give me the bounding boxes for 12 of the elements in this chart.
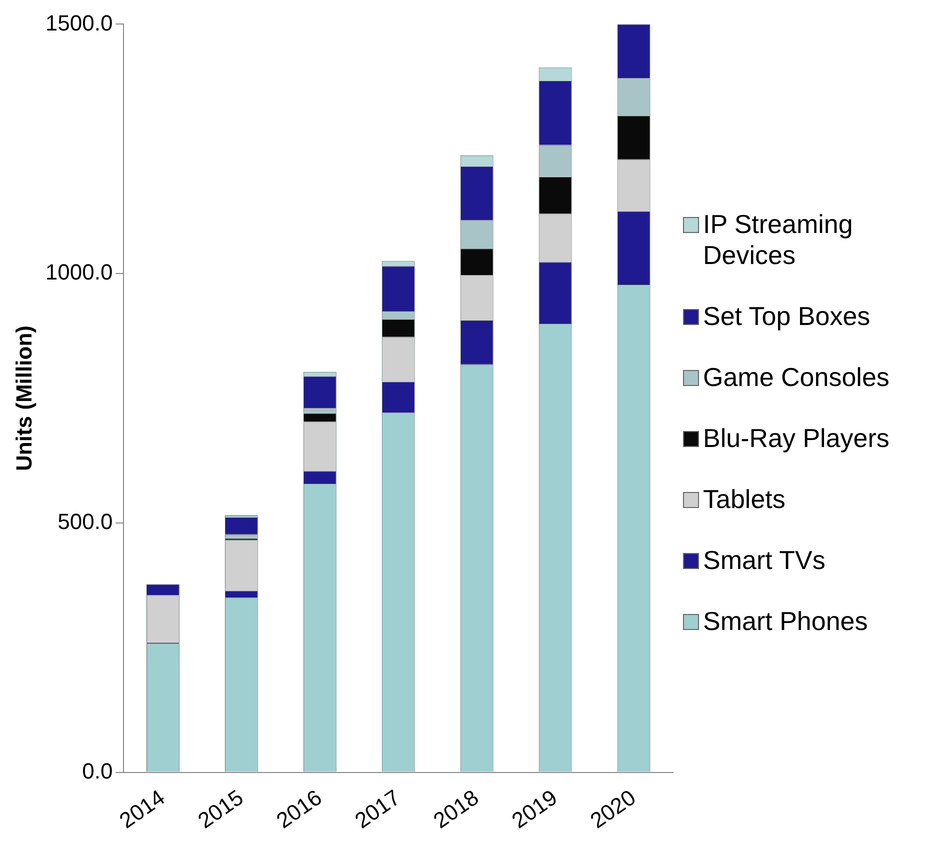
- legend-label: Game Consoles: [703, 362, 890, 393]
- y-tick-label: 0.0: [82, 758, 113, 784]
- legend-label: Smart TVs: [703, 545, 826, 576]
- legend-label: Tablets: [703, 484, 786, 515]
- legend-label: IP Streaming Devices: [703, 209, 854, 271]
- legend-label: Blu-Ray Players: [703, 423, 890, 454]
- y-tick-label: 1500.0: [45, 10, 113, 36]
- y-tick-label: 500.0: [58, 509, 113, 534]
- legend-label: Set Top Boxes: [703, 301, 870, 332]
- y-axis-title: Units (Million): [11, 326, 36, 471]
- y-tick-label: 1000.0: [45, 260, 113, 285]
- legend-label: Smart Phones: [703, 606, 868, 637]
